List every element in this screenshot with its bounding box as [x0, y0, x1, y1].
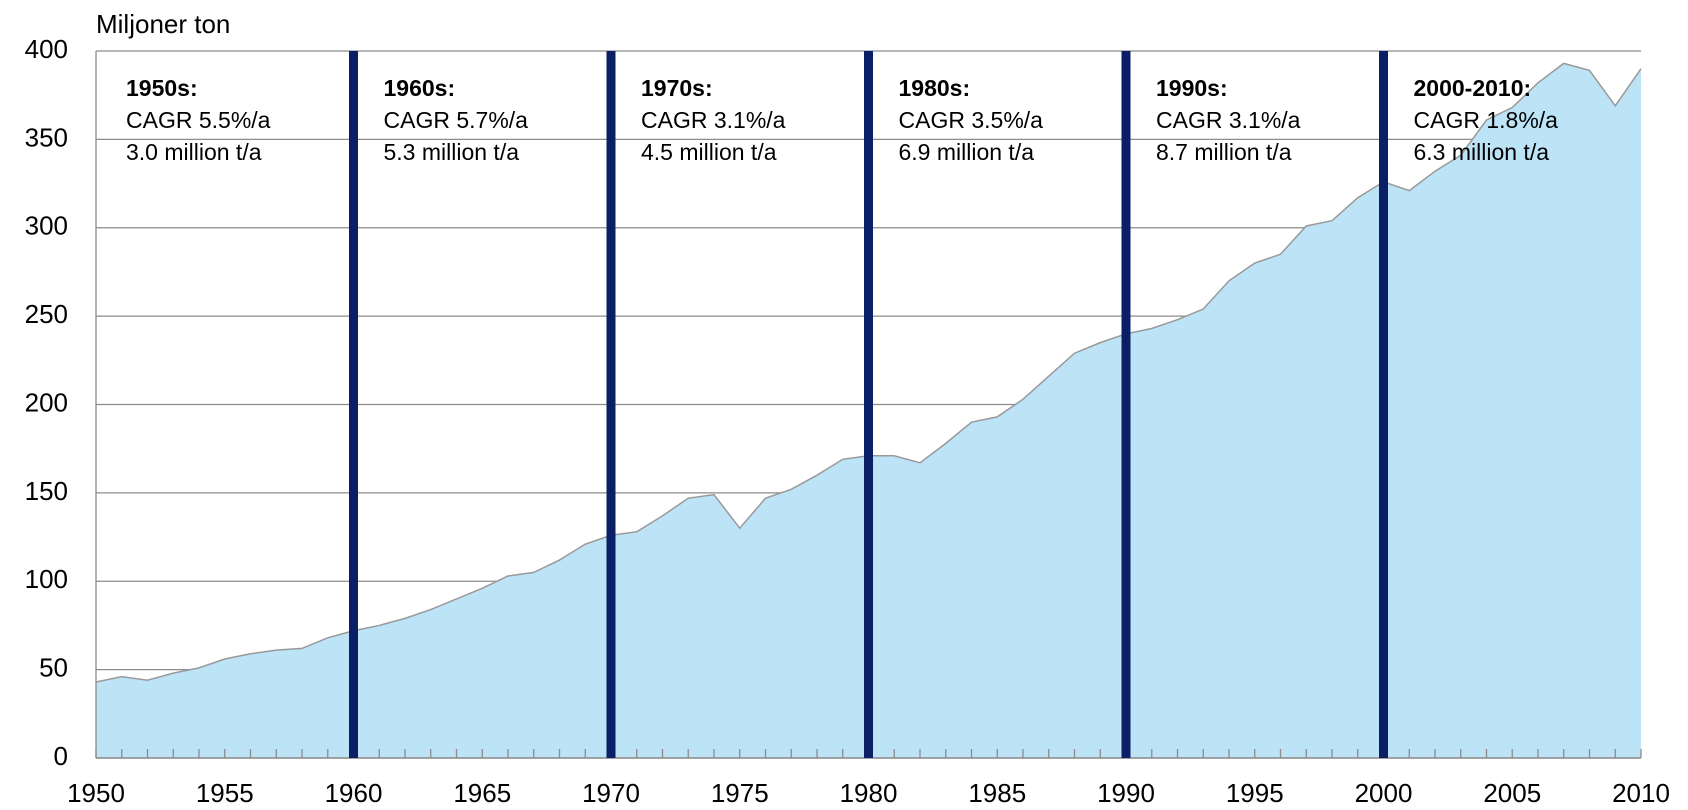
x-tick-label: 1960 [325, 778, 383, 808]
annotation-line: 8.7 million t/a [1156, 139, 1292, 165]
annotation-line: CAGR 3.5%/a [899, 107, 1044, 133]
y-tick-label: 200 [25, 387, 68, 417]
y-axis-label: Miljoner ton [96, 9, 230, 39]
x-tick-label: 2005 [1483, 778, 1541, 808]
annotation-line: CAGR 3.1%/a [1156, 107, 1301, 133]
annotation-line: CAGR 3.1%/a [641, 107, 786, 133]
y-tick-label: 400 [25, 34, 68, 64]
x-tick-label: 2010 [1612, 778, 1670, 808]
x-tick-label: 1990 [1097, 778, 1155, 808]
y-tick-label: 300 [25, 211, 68, 241]
x-tick-label: 1970 [582, 778, 640, 808]
annotation-title: 2000-2010: [1414, 75, 1532, 101]
annotation-title: 1960s: [384, 75, 456, 101]
annotation-title: 1990s: [1156, 75, 1228, 101]
y-tick-label: 150 [25, 476, 68, 506]
x-tick-label: 1965 [453, 778, 511, 808]
annotation-line: 3.0 million t/a [126, 139, 262, 165]
x-tick-label: 1980 [840, 778, 898, 808]
x-tick-label: 1955 [196, 778, 254, 808]
annotation-line: 6.3 million t/a [1414, 139, 1550, 165]
annotation-line: 6.9 million t/a [899, 139, 1035, 165]
annotation-line: CAGR 5.7%/a [384, 107, 529, 133]
y-tick-label: 100 [25, 564, 68, 594]
y-tick-label: 250 [25, 299, 68, 329]
y-tick-label: 0 [54, 741, 68, 771]
annotation-title: 1970s: [641, 75, 713, 101]
x-tick-label: 1975 [711, 778, 769, 808]
x-tick-label: 2000 [1355, 778, 1413, 808]
annotation-title: 1980s: [899, 75, 971, 101]
annotation-line: CAGR 1.8%/a [1414, 107, 1559, 133]
area [96, 63, 1641, 759]
x-tick-label: 1985 [968, 778, 1026, 808]
y-tick-label: 350 [25, 122, 68, 152]
x-tick-label: 1995 [1226, 778, 1284, 808]
annotation-title: 1950s: [126, 75, 198, 101]
y-tick-label: 50 [39, 653, 68, 683]
annotation-line: 5.3 million t/a [384, 139, 520, 165]
annotation-line: 4.5 million t/a [641, 139, 777, 165]
annotation-line: CAGR 5.5%/a [126, 107, 271, 133]
x-tick-label: 1950 [67, 778, 125, 808]
